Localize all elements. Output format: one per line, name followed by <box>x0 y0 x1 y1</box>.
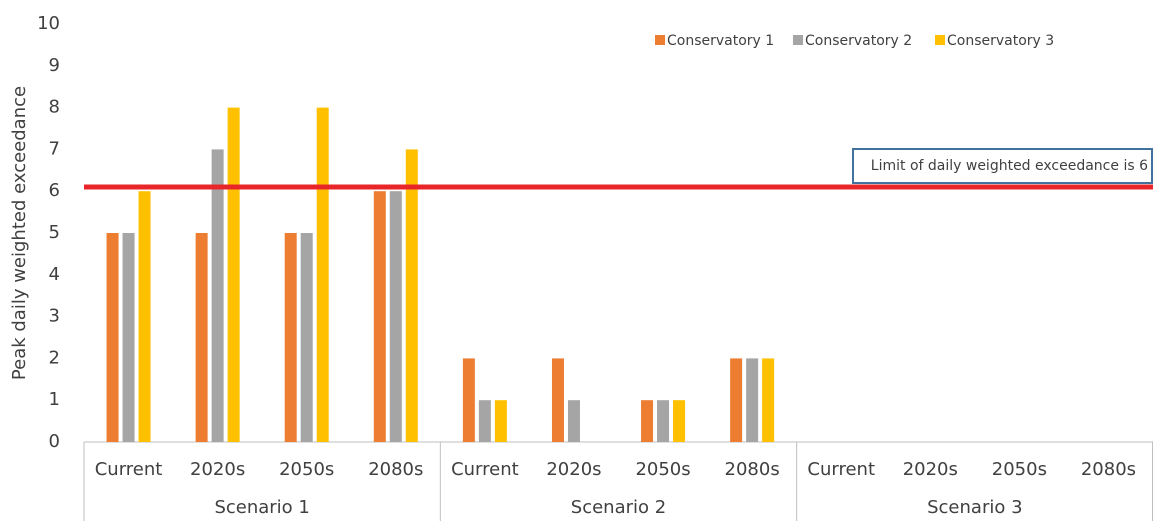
x-tick-label: 2020s <box>546 459 601 480</box>
x-tick-label: 2050s <box>992 459 1047 480</box>
bar <box>316 107 329 442</box>
bar <box>195 233 208 442</box>
y-tick-label: 8 <box>49 97 60 118</box>
group-label: Scenario 2 <box>571 497 666 518</box>
y-axis-title: Peak daily weighted exceedance <box>9 86 30 380</box>
bar <box>138 191 151 442</box>
group-label: Scenario 3 <box>927 497 1022 518</box>
x-tick-label: 2080s <box>1081 459 1136 480</box>
group-label: Scenario 1 <box>214 497 309 518</box>
y-tick-label: 3 <box>49 306 60 327</box>
legend-label: Conservatory 1 <box>667 33 774 49</box>
x-tick-label: Current <box>451 459 519 480</box>
y-tick-label: 2 <box>49 347 60 368</box>
bar <box>746 358 759 442</box>
bar <box>284 233 297 442</box>
bar <box>551 358 564 442</box>
bar <box>657 400 670 442</box>
x-tick-label: 2020s <box>190 459 245 480</box>
bar <box>211 149 224 442</box>
bar <box>389 191 402 442</box>
bar <box>762 358 775 442</box>
x-tick-label: 2080s <box>725 459 780 480</box>
bar <box>405 149 418 442</box>
bar <box>641 400 654 442</box>
x-tick-label: 2080s <box>368 459 423 480</box>
bar <box>478 400 491 442</box>
y-tick-label: 0 <box>49 431 60 452</box>
y-tick-label: 10 <box>37 13 60 34</box>
y-tick-label: 6 <box>49 180 60 201</box>
bar <box>462 358 475 442</box>
bar <box>300 233 313 442</box>
x-tick-label: 2050s <box>635 459 690 480</box>
bar <box>373 191 386 442</box>
bar <box>673 400 686 442</box>
y-tick-label: 7 <box>49 138 60 159</box>
bar <box>494 400 507 442</box>
legend-swatch <box>793 35 803 45</box>
bar <box>227 107 240 442</box>
y-tick-label: 5 <box>49 222 60 243</box>
annotation-box <box>852 148 1153 184</box>
bar <box>567 400 580 442</box>
legend-label: Conservatory 2 <box>805 33 912 49</box>
y-tick-label: 1 <box>49 389 60 410</box>
legend-swatch <box>655 35 665 45</box>
y-tick-label: 9 <box>49 55 60 76</box>
x-tick-label: Current <box>807 459 875 480</box>
x-tick-label: 2020s <box>903 459 958 480</box>
bar <box>106 233 119 442</box>
annotation: Limit of daily weighted exceedance is 6 <box>871 158 1148 174</box>
x-tick-label: 2050s <box>279 459 334 480</box>
legend-label: Conservatory 3 <box>947 33 1054 49</box>
bar <box>122 233 135 442</box>
legend-swatch <box>935 35 945 45</box>
x-tick-label: Current <box>95 459 163 480</box>
y-tick-label: 4 <box>49 264 60 285</box>
bar <box>730 358 743 442</box>
